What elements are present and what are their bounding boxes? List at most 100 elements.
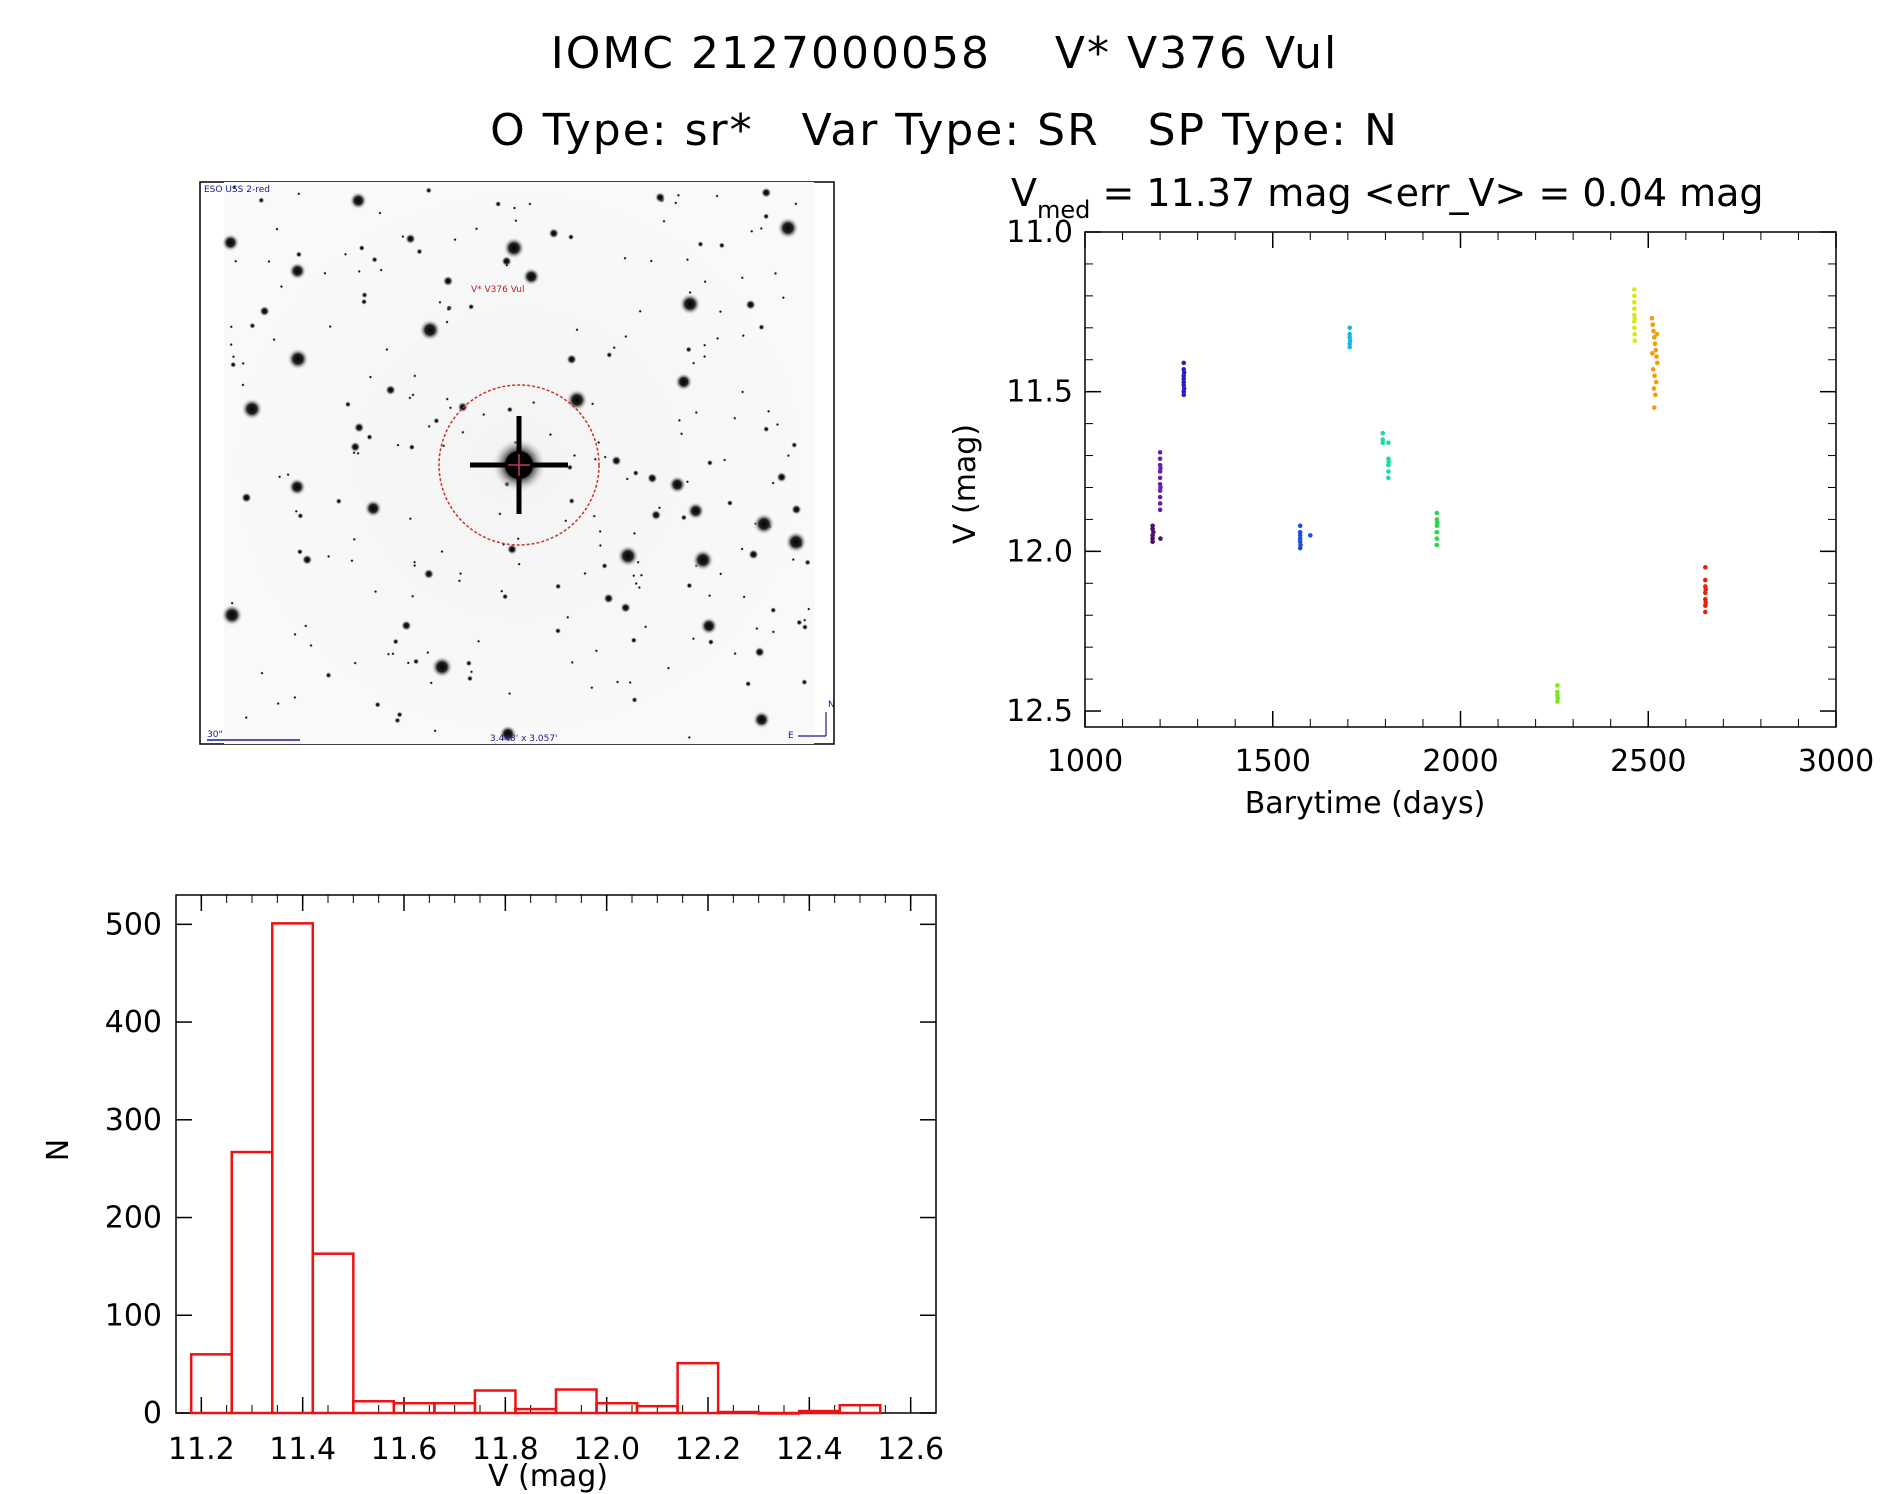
histogram-ylabel: N <box>41 1139 76 1161</box>
y-tick-label: 100 <box>105 1298 162 1333</box>
star <box>429 681 434 685</box>
star <box>592 514 597 518</box>
star <box>368 375 373 379</box>
star <box>442 275 454 287</box>
y-tick-label: 11.0 <box>1006 215 1073 250</box>
data-point-group-9 <box>1632 293 1637 299</box>
star <box>638 309 642 314</box>
star <box>623 256 627 261</box>
star <box>740 547 744 551</box>
histogram-bar <box>271 922 315 1415</box>
star <box>396 711 403 718</box>
light-curve-title-subscript: med <box>1037 196 1090 224</box>
data-point-group-10 <box>1654 354 1659 359</box>
star <box>350 558 354 563</box>
histogram-xlabel: V (mag) <box>488 1459 608 1494</box>
star <box>594 649 599 653</box>
bright-star <box>617 545 639 567</box>
star <box>412 374 417 378</box>
data-point-group-3 <box>1181 376 1187 382</box>
star <box>598 543 603 548</box>
star <box>506 543 518 555</box>
data-point-group-9 <box>1632 338 1638 343</box>
star <box>691 361 696 365</box>
data-point-group-10 <box>1654 331 1660 337</box>
star <box>425 650 430 655</box>
star <box>286 472 290 477</box>
star <box>679 431 684 436</box>
bright-star <box>785 531 807 553</box>
x-tick-label: 12.6 <box>877 1432 944 1467</box>
data-point-group-6 <box>1386 469 1391 474</box>
star <box>276 701 280 706</box>
star <box>759 226 764 231</box>
star <box>741 333 746 338</box>
data-point-group-9 <box>1632 312 1637 318</box>
star <box>408 396 412 400</box>
star <box>744 680 752 687</box>
star <box>760 187 772 199</box>
light-curve-points <box>1150 287 1709 704</box>
star <box>433 729 437 733</box>
histogram-bar <box>635 1404 679 1415</box>
star <box>453 237 457 242</box>
data-point-group-7 <box>1434 542 1440 548</box>
star <box>352 450 356 455</box>
data-point-group-4 <box>1297 533 1303 538</box>
star <box>326 554 331 559</box>
data-point-group-6 <box>1380 430 1386 436</box>
light-curve-xlabel: Barytime (days) <box>1245 786 1486 821</box>
star <box>603 592 615 604</box>
bright-star <box>419 319 441 341</box>
compass-icon: N E <box>788 700 835 741</box>
star <box>412 563 417 568</box>
star <box>548 227 560 239</box>
x-tick-label: 2500 <box>1610 744 1686 779</box>
star-field <box>221 185 811 743</box>
data-point-group-2 <box>1158 466 1163 471</box>
star <box>361 291 368 299</box>
y-tick-label: 12.5 <box>1006 694 1073 729</box>
star <box>392 638 399 645</box>
star <box>575 327 579 332</box>
star <box>630 637 638 644</box>
histogram-bar <box>797 1409 841 1415</box>
star <box>685 479 690 484</box>
star <box>325 672 332 679</box>
star <box>411 393 415 397</box>
star <box>501 542 506 547</box>
sky-image-field <box>224 182 814 744</box>
star <box>786 453 791 458</box>
data-point-group-10 <box>1653 347 1659 353</box>
star <box>385 384 397 396</box>
bright-star <box>566 389 588 411</box>
data-point-group-10 <box>1653 379 1659 385</box>
star <box>309 643 313 648</box>
star <box>258 197 265 204</box>
data-point-group-1 <box>1150 526 1155 532</box>
star <box>794 201 798 206</box>
star <box>646 472 658 484</box>
star <box>230 361 237 368</box>
star <box>229 325 234 329</box>
star <box>297 512 304 520</box>
star <box>516 536 520 541</box>
star <box>722 458 727 462</box>
data-point-group-3 <box>1181 386 1187 391</box>
data-point-group-6 <box>1386 440 1391 446</box>
data-point-group-1 <box>1150 539 1155 545</box>
star <box>353 661 357 665</box>
star <box>624 334 628 339</box>
star <box>775 422 780 427</box>
star <box>386 652 391 656</box>
data-point-group-10 <box>1649 315 1655 321</box>
data-point-group-4 <box>1297 539 1303 545</box>
star <box>702 343 707 348</box>
data-point-group-7 <box>1434 529 1440 535</box>
y-tick-label: 0 <box>143 1396 162 1431</box>
star <box>676 193 681 198</box>
data-point-group-11 <box>1703 584 1708 589</box>
data-point-group-8 <box>1555 692 1560 698</box>
star <box>637 585 642 590</box>
